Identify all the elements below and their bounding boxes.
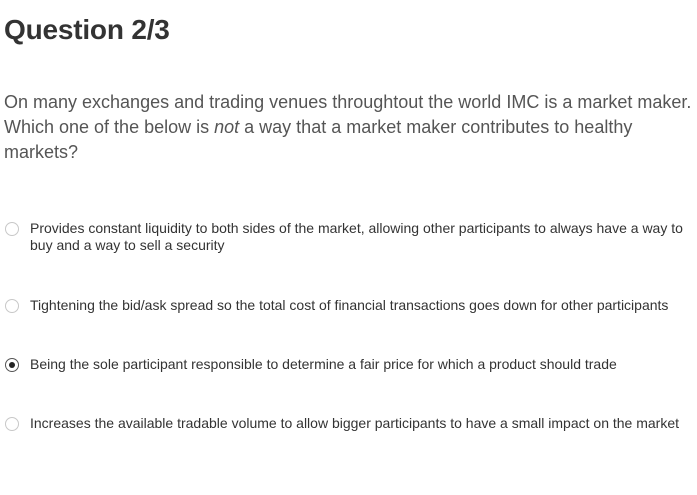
radio-button-2[interactable]	[5, 299, 19, 313]
radio-button-1[interactable]	[5, 222, 19, 236]
question-emphasis: not	[214, 117, 240, 137]
answer-option-1[interactable]: Provides constant liquidity to both side…	[0, 220, 697, 260]
answer-option-4-label: Increases the available tradable volume …	[30, 415, 680, 431]
question-text-after: a way that a market maker contributes to…	[4, 117, 633, 162]
radio-button-4[interactable]	[5, 417, 19, 431]
answer-option-2[interactable]: Tightening the bid/ask spread so the tot…	[0, 297, 697, 317]
answer-option-4[interactable]: Increases the available tradable volume …	[0, 415, 697, 435]
radio-button-3[interactable]	[5, 358, 19, 372]
question-text: On many exchanges and trading venues thr…	[4, 90, 694, 165]
answer-option-1-label: Provides constant liquidity to both side…	[30, 220, 683, 253]
answer-option-2-label: Tightening the bid/ask spread so the tot…	[30, 297, 669, 313]
question-text-before: On many exchanges and trading venues thr…	[4, 92, 692, 137]
answer-option-3-label: Being the sole participant responsible t…	[30, 356, 617, 372]
question-title: Question 2/3	[4, 14, 170, 45]
answer-option-3[interactable]: Being the sole participant responsible t…	[0, 356, 697, 376]
